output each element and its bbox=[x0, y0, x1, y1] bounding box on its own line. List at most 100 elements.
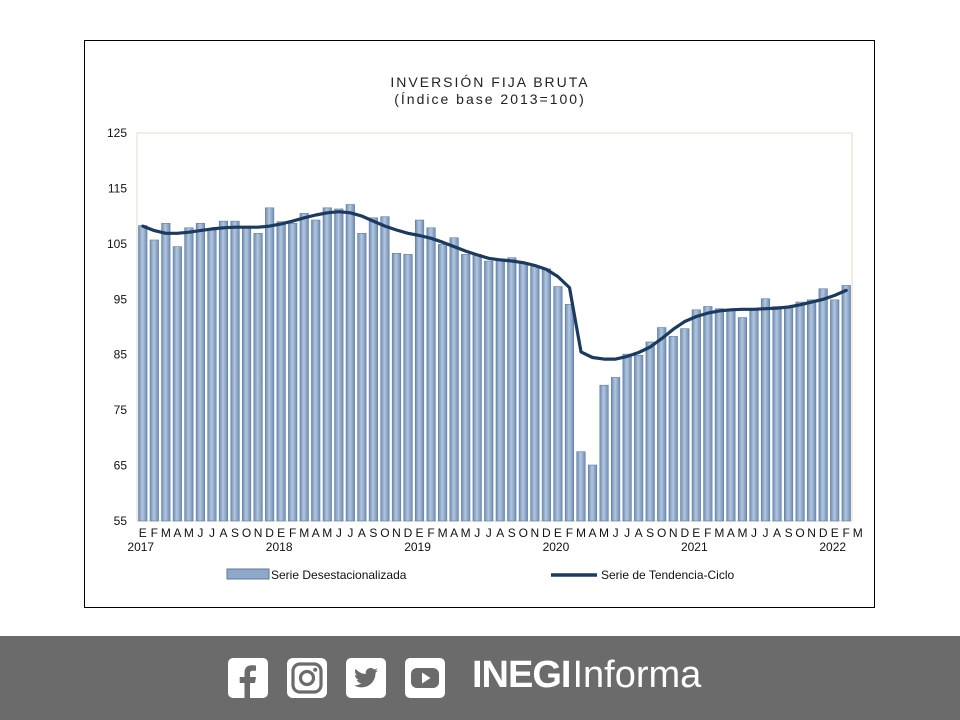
bar bbox=[818, 288, 828, 522]
x-year-label: 2017 bbox=[127, 540, 154, 554]
bar bbox=[241, 226, 252, 522]
bar bbox=[795, 301, 805, 522]
bar bbox=[830, 299, 840, 522]
x-tick-label: A bbox=[358, 526, 366, 540]
twitter-icon[interactable] bbox=[345, 657, 387, 699]
x-tick-label: J bbox=[486, 526, 492, 540]
x-tick-label: M bbox=[737, 526, 747, 540]
facebook-icon[interactable] bbox=[227, 657, 269, 699]
x-tick-label: A bbox=[773, 526, 781, 540]
bar bbox=[426, 227, 436, 522]
x-tick-label: F bbox=[704, 526, 711, 540]
bar bbox=[703, 306, 713, 522]
y-tick-label: 115 bbox=[108, 181, 127, 195]
bar bbox=[288, 223, 298, 522]
x-year-label: 2019 bbox=[404, 540, 431, 554]
y-tick-label: 75 bbox=[114, 403, 128, 417]
bar bbox=[253, 233, 263, 522]
chart-subtitle: (Índice base 2013=100) bbox=[394, 91, 586, 107]
bar bbox=[576, 451, 586, 522]
x-tick-label: M bbox=[599, 526, 609, 540]
bar bbox=[138, 225, 148, 522]
y-tick-label: 65 bbox=[114, 459, 128, 473]
bar bbox=[172, 246, 182, 522]
x-tick-label: A bbox=[589, 526, 597, 540]
x-year-label: 2021 bbox=[681, 540, 708, 554]
x-tick-label: E bbox=[139, 526, 147, 540]
bar bbox=[276, 221, 286, 522]
x-tick-label: D bbox=[404, 526, 413, 540]
bar bbox=[484, 260, 494, 522]
x-tick-label: A bbox=[727, 526, 735, 540]
bar bbox=[668, 336, 678, 522]
x-year-label: 2018 bbox=[266, 540, 293, 554]
bar bbox=[218, 220, 229, 522]
bar bbox=[345, 204, 355, 522]
x-tick-label: S bbox=[785, 526, 793, 540]
x-tick-label: M bbox=[576, 526, 586, 540]
chart-frame: INVERSIÓN FIJA BRUTA (Índice base 2013=1… bbox=[84, 40, 875, 608]
bar bbox=[530, 266, 540, 522]
bar bbox=[495, 258, 505, 522]
chart-title: INVERSIÓN FIJA BRUTA bbox=[390, 74, 589, 90]
bar bbox=[449, 237, 459, 522]
x-year-label: 2020 bbox=[543, 540, 570, 554]
x-tick-label: S bbox=[508, 526, 516, 540]
bar bbox=[414, 219, 425, 522]
x-tick-label: F bbox=[289, 526, 296, 540]
x-tick-label: M bbox=[184, 526, 194, 540]
x-tick-label: E bbox=[416, 526, 424, 540]
bar bbox=[749, 308, 759, 522]
x-tick-label: O bbox=[242, 526, 251, 540]
x-tick-label: J bbox=[763, 526, 769, 540]
bar bbox=[322, 207, 332, 522]
x-tick-label: F bbox=[566, 526, 573, 540]
bar bbox=[357, 233, 367, 522]
x-tick-label: M bbox=[438, 526, 448, 540]
x-tick-label: E bbox=[554, 526, 562, 540]
x-tick-label: A bbox=[450, 526, 458, 540]
y-tick-label: 125 bbox=[107, 126, 127, 140]
bar bbox=[507, 257, 517, 522]
bar bbox=[184, 227, 194, 522]
bar bbox=[391, 252, 402, 522]
bar bbox=[368, 217, 378, 522]
bar bbox=[564, 303, 575, 522]
x-tick-label: S bbox=[369, 526, 377, 540]
x-tick-label: M bbox=[322, 526, 332, 540]
x-tick-label: N bbox=[392, 526, 401, 540]
bar bbox=[311, 219, 321, 522]
x-tick-label: A bbox=[635, 526, 643, 540]
x-tick-label: M bbox=[853, 526, 863, 540]
x-tick-label: D bbox=[542, 526, 551, 540]
x-tick-label: E bbox=[692, 526, 700, 540]
bar bbox=[587, 464, 598, 522]
x-tick-label: O bbox=[519, 526, 528, 540]
bar bbox=[645, 341, 655, 522]
legend-label-bar: Serie Desestacionalizada bbox=[271, 568, 407, 582]
bar bbox=[299, 213, 309, 522]
instagram-icon[interactable] bbox=[286, 657, 328, 699]
bar bbox=[265, 207, 275, 522]
bar bbox=[207, 229, 217, 522]
x-tick-label: A bbox=[312, 526, 320, 540]
x-tick-label: F bbox=[843, 526, 850, 540]
inegi-informa-logo[interactable]: INEGI Informa bbox=[472, 654, 701, 700]
youtube-icon[interactable] bbox=[404, 657, 446, 699]
bar bbox=[772, 306, 782, 522]
legend-swatch-bar bbox=[226, 568, 270, 580]
brand-name-bold: INEGI bbox=[472, 654, 571, 696]
x-tick-label: N bbox=[669, 526, 678, 540]
y-tick-label: 85 bbox=[114, 348, 128, 362]
x-tick-label: D bbox=[819, 526, 828, 540]
x-tick-label: F bbox=[151, 526, 158, 540]
bar bbox=[461, 254, 471, 522]
x-tick-label: A bbox=[173, 526, 181, 540]
x-year-label: 2022 bbox=[819, 540, 846, 554]
y-tick-label: 105 bbox=[107, 237, 127, 251]
bar bbox=[737, 317, 748, 522]
x-tick-label: N bbox=[254, 526, 263, 540]
bar bbox=[161, 223, 171, 522]
bar bbox=[149, 239, 159, 522]
bar bbox=[714, 308, 724, 522]
